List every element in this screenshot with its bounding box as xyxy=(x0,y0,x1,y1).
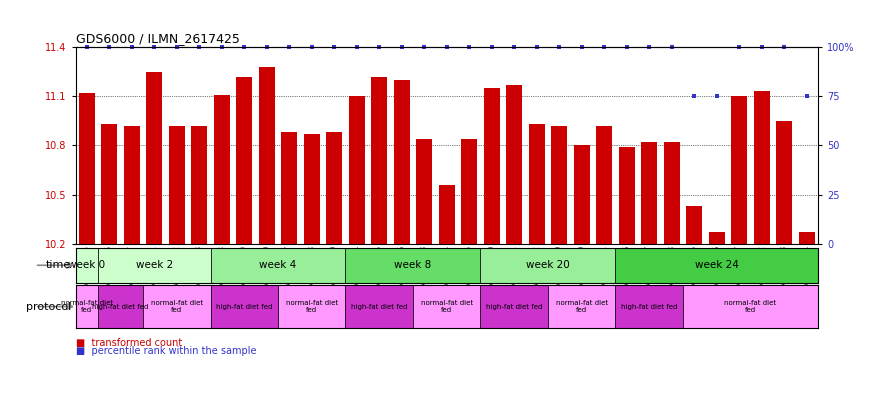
Text: time: time xyxy=(46,260,71,270)
Bar xyxy=(124,126,140,244)
Bar xyxy=(348,96,364,244)
Bar xyxy=(346,285,413,328)
Bar xyxy=(211,248,346,283)
Text: high-fat diet fed: high-fat diet fed xyxy=(92,303,148,310)
Text: normal-fat diet
fed: normal-fat diet fed xyxy=(151,300,203,313)
Bar xyxy=(664,142,679,244)
Text: high-fat diet fed: high-fat diet fed xyxy=(351,303,407,310)
Bar xyxy=(278,285,346,328)
Bar xyxy=(394,80,410,244)
Text: GDS6000 / ILMN_2617425: GDS6000 / ILMN_2617425 xyxy=(76,31,239,44)
Text: normal-fat diet
fed: normal-fat diet fed xyxy=(285,300,338,313)
Bar xyxy=(413,285,480,328)
Text: normal-fat diet
fed: normal-fat diet fed xyxy=(556,300,608,313)
Text: high-fat diet fed: high-fat diet fed xyxy=(486,303,542,310)
Bar xyxy=(615,248,818,283)
Bar xyxy=(416,139,432,244)
Bar xyxy=(597,126,612,244)
Bar xyxy=(480,285,548,328)
Bar xyxy=(191,126,207,244)
Text: normal-fat diet
fed: normal-fat diet fed xyxy=(60,300,113,313)
Bar xyxy=(776,121,792,244)
Bar xyxy=(551,126,567,244)
Bar xyxy=(484,88,500,244)
Text: week 2: week 2 xyxy=(136,260,173,270)
Bar xyxy=(326,132,342,244)
Bar xyxy=(683,285,818,328)
Bar xyxy=(798,232,814,244)
Bar xyxy=(754,91,770,244)
Bar xyxy=(548,285,615,328)
Bar xyxy=(346,248,480,283)
Bar xyxy=(480,248,615,283)
Bar xyxy=(143,285,211,328)
Text: ■  transformed count: ■ transformed count xyxy=(76,338,182,348)
Text: week 4: week 4 xyxy=(260,260,297,270)
Bar xyxy=(259,67,275,244)
Text: week 8: week 8 xyxy=(395,260,431,270)
Bar xyxy=(709,232,725,244)
Bar xyxy=(686,206,702,244)
Bar xyxy=(76,285,98,328)
Bar xyxy=(147,72,162,244)
Bar xyxy=(76,248,98,283)
Bar xyxy=(211,285,278,328)
Text: ■  percentile rank within the sample: ■ percentile rank within the sample xyxy=(76,346,256,356)
Bar xyxy=(615,285,683,328)
Bar xyxy=(282,132,297,244)
Bar xyxy=(236,77,252,244)
Bar xyxy=(372,77,387,244)
Text: normal-fat diet
fed: normal-fat diet fed xyxy=(725,300,776,313)
Bar xyxy=(101,124,117,244)
Text: high-fat diet fed: high-fat diet fed xyxy=(621,303,677,310)
Bar xyxy=(439,185,454,244)
Bar xyxy=(507,85,522,244)
Bar xyxy=(732,96,747,244)
Bar xyxy=(79,93,95,244)
Bar xyxy=(461,139,477,244)
Bar xyxy=(214,95,229,244)
Text: normal-fat diet
fed: normal-fat diet fed xyxy=(420,300,473,313)
Text: week 0: week 0 xyxy=(68,260,106,270)
Bar xyxy=(619,147,635,244)
Bar xyxy=(98,285,143,328)
Bar xyxy=(529,124,545,244)
Text: week 24: week 24 xyxy=(694,260,739,270)
Bar xyxy=(98,248,211,283)
Bar xyxy=(573,145,589,244)
Bar xyxy=(169,126,185,244)
Bar xyxy=(641,142,657,244)
Text: week 20: week 20 xyxy=(526,260,570,270)
Text: high-fat diet fed: high-fat diet fed xyxy=(216,303,272,310)
Bar xyxy=(304,134,320,244)
Text: protocol: protocol xyxy=(26,301,71,312)
